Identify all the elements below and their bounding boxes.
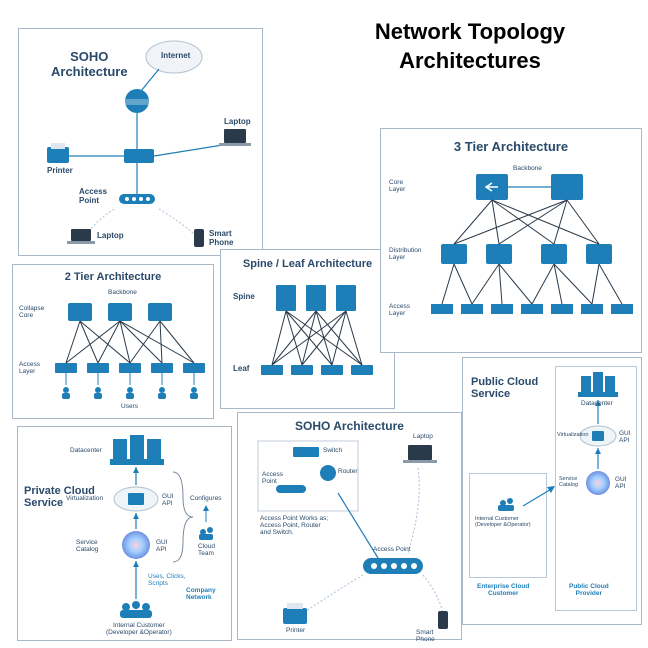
lbl-virt: Virtualization	[66, 495, 103, 502]
lbl-uses: Uses, Clicks, Scripts	[148, 573, 186, 587]
panel-private-cloud: Private Cloud Service Datacenter Virtual…	[17, 426, 232, 641]
lbl-collapse: Collapse Core	[19, 305, 44, 319]
lbl-svc-p: Service Catalog	[559, 476, 578, 488]
lbl-pr2: Printer	[286, 627, 305, 634]
panel-tier2: 2 Tier Architecture Backbone Collapse Co…	[12, 264, 214, 419]
panel-soho1: SOHO Architecture Internet Laptop Prin	[18, 28, 263, 256]
lbl-internet: Internet	[161, 51, 190, 60]
lbl-ent: Enterprise Cloud Customer	[477, 583, 529, 597]
lbl-ap: Access Point	[79, 187, 107, 205]
lbl-lap2: Laptop	[413, 433, 433, 440]
lbl-svc: Service Catalog	[76, 539, 98, 553]
lbl-backbone2: Backbone	[108, 289, 137, 296]
lbl-prov: Public Cloud Provider	[569, 583, 609, 597]
lbl-ap2a: Access Point	[262, 471, 283, 485]
lbl-conf: Configures	[190, 495, 221, 502]
lbl-intcust: Internal Customer (Developer &Operator)	[106, 622, 172, 636]
lbl-laptop-b: Laptop	[97, 231, 124, 240]
lbl-gui-p2: GUI API	[615, 476, 627, 490]
panel-soho2: SOHO Architecture Switch Router Access P…	[237, 412, 462, 640]
lbl-printer: Printer	[47, 166, 73, 175]
lbl-dist3: Distribution Layer	[389, 247, 422, 261]
panel-public-cloud: Public Cloud Service Datacenter Virtuali…	[462, 357, 642, 625]
lbl-sw: Switch	[323, 447, 342, 454]
lbl-access2: Access Layer	[19, 361, 40, 375]
lbl-core3: Core Layer	[389, 179, 405, 193]
lbl-users2: Users	[121, 403, 138, 410]
lbl-dc: Datacenter	[70, 447, 102, 454]
lbl-ph2: Smart Phone	[416, 629, 435, 643]
lbl-gui2: GUI API	[156, 539, 168, 553]
panel-spineleaf: Spine / Leaf Architecture Spine Leaf	[220, 249, 395, 409]
lbl-intc-p: Internal Customer (Developer &Operator)	[475, 516, 531, 528]
lbl-dc-p: Datacenter	[581, 400, 613, 407]
panel-tier3: 3 Tier Architecture Backbone Core Layer …	[380, 128, 642, 353]
lbl-laptop-r: Laptop	[224, 117, 251, 126]
lbl-compnet: Company Network	[186, 587, 216, 601]
lbl-rt: Router	[338, 468, 358, 475]
lbl-acc3: Access Layer	[389, 303, 410, 317]
lbl-gui1: GUI API	[162, 493, 174, 507]
lbl-phone: Smart Phone	[209, 229, 233, 247]
lbl-leaf: Leaf	[233, 364, 249, 373]
lbl-spine: Spine	[233, 292, 255, 301]
lbl-backbone3: Backbone	[513, 165, 542, 172]
lbl-virt-p: Virtualization	[557, 432, 588, 438]
lbl-gui-p: GUI API	[619, 430, 631, 444]
page-title: Network Topology Architectures	[320, 18, 620, 75]
lbl-cteam: Cloud Team	[198, 543, 215, 557]
lbl-note: Access Point Works as; Access Point, Rou…	[260, 515, 328, 536]
lbl-ap2b: Access Point	[373, 546, 411, 553]
